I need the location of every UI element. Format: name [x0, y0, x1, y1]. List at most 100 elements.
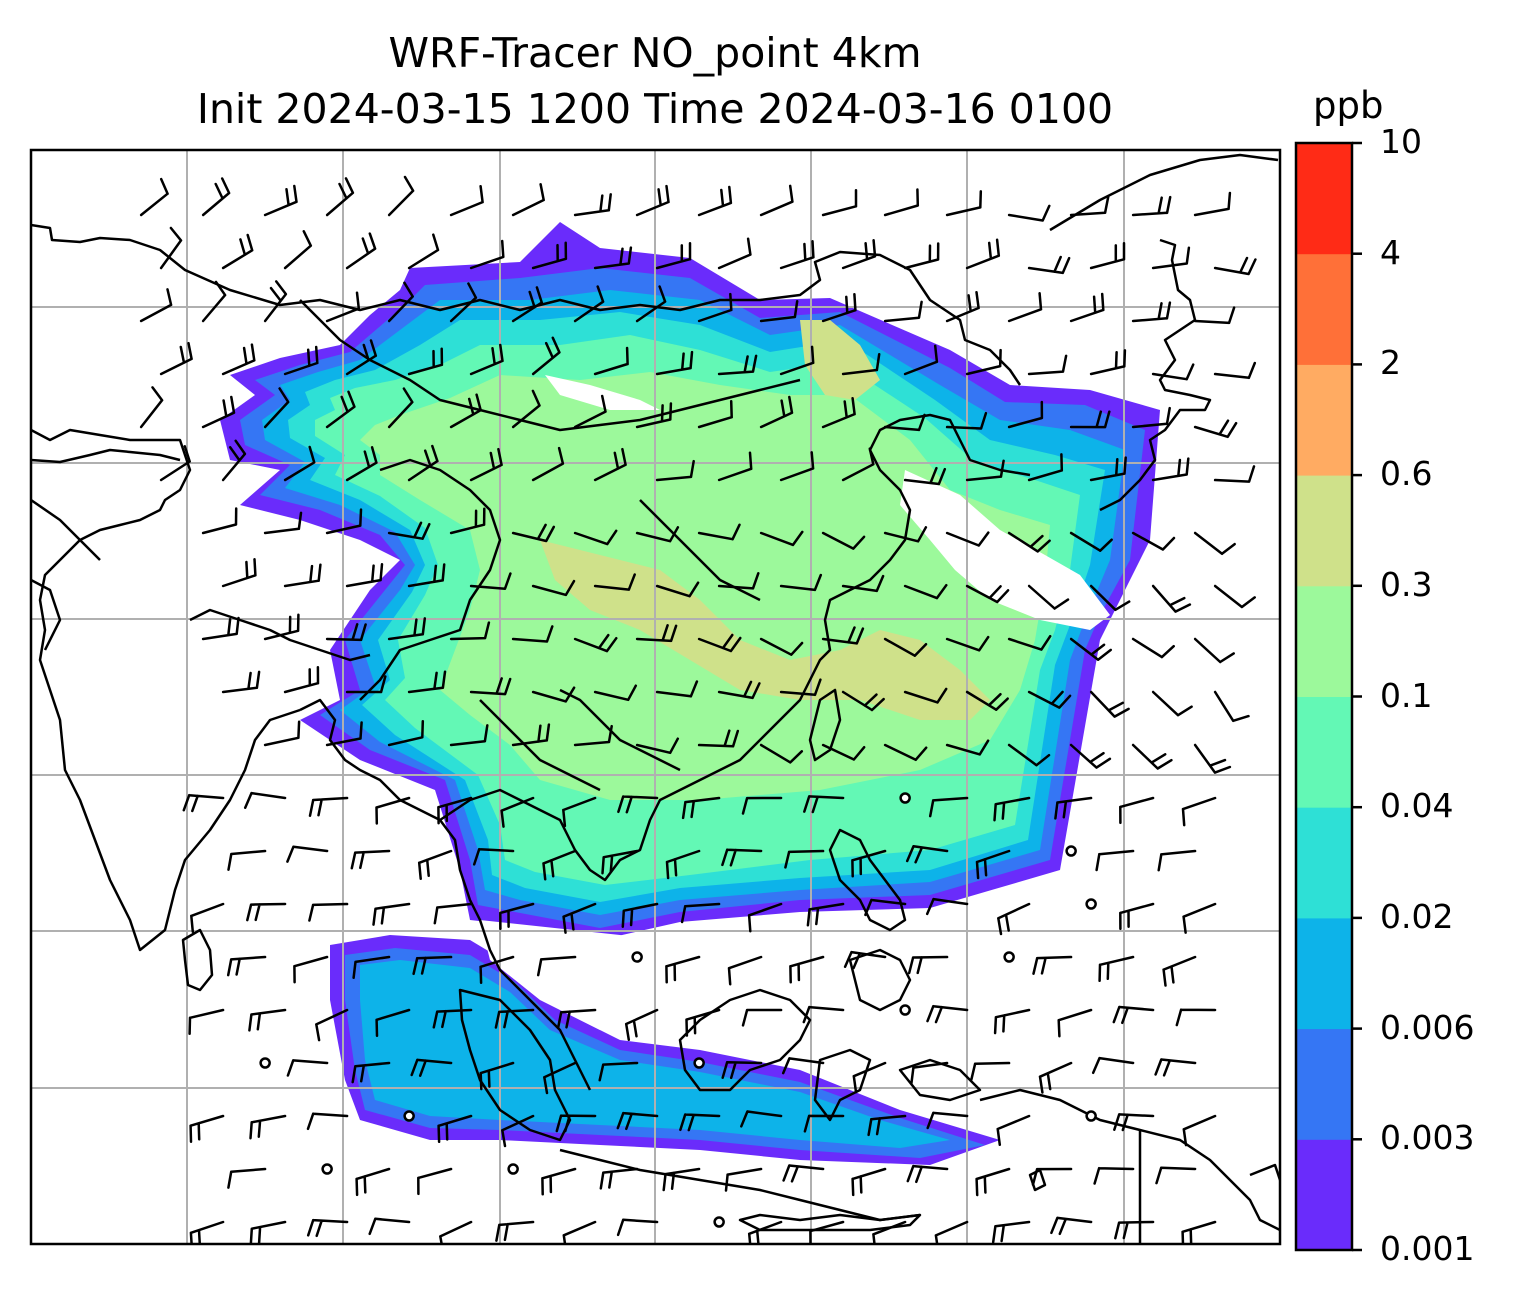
wind-barb — [345, 562, 384, 588]
wind-barb — [479, 955, 515, 985]
colorbar-segment — [1296, 807, 1352, 919]
wind-barb — [741, 1008, 783, 1027]
wind-barb — [851, 1167, 887, 1197]
calm-wind-circle — [693, 1057, 705, 1069]
wind-barb — [511, 723, 551, 747]
wind-barb — [536, 955, 577, 977]
wind-barb — [1027, 690, 1072, 709]
wind-barb — [407, 347, 444, 376]
wind-barb — [789, 955, 825, 984]
wind-barb — [841, 239, 877, 270]
wind-barb — [1213, 465, 1256, 483]
wind-barb — [1182, 1114, 1217, 1147]
graticule — [31, 150, 1280, 1244]
wind-barb — [263, 720, 301, 747]
wind-barb — [1151, 246, 1191, 270]
wind-barb — [449, 393, 482, 429]
wind-barb — [593, 573, 636, 591]
wind-barb — [759, 395, 794, 429]
wind-barb — [717, 354, 758, 376]
wind-barb — [1069, 743, 1112, 769]
wind-barb — [867, 1114, 907, 1137]
wind-barb — [851, 849, 887, 878]
colorbar-tick-label: 0.04 — [1380, 786, 1454, 826]
wind-barb — [665, 955, 701, 984]
calm-wind-circle — [403, 1110, 415, 1122]
wind-barb — [439, 1220, 473, 1244]
wind-barb — [243, 791, 287, 809]
wind-barb — [945, 290, 980, 323]
wind-barb — [616, 1218, 659, 1237]
wind-barb — [681, 796, 721, 820]
wind-barb — [531, 686, 576, 703]
colorbar-tick-label: 0.003 — [1380, 1118, 1475, 1158]
colorbar-tick-label: 2 — [1380, 343, 1401, 383]
wind-barb — [226, 955, 267, 977]
coastlines — [31, 153, 1280, 1244]
wind-barb — [883, 300, 923, 323]
wind-barb — [1181, 1220, 1217, 1244]
wind-barb — [1089, 242, 1126, 270]
wind-barb — [717, 237, 752, 270]
wind-barb — [697, 729, 740, 748]
wind-barb — [501, 1114, 535, 1148]
wind-barb — [821, 292, 857, 323]
wind-barb — [1131, 531, 1176, 551]
wind-barb — [781, 1057, 825, 1075]
wind-barb — [655, 581, 700, 598]
wind-barb — [821, 531, 866, 550]
wind-barb — [433, 902, 473, 925]
wind-barb — [1131, 406, 1171, 429]
wind-barb — [1027, 255, 1071, 275]
wind-barb — [617, 795, 659, 814]
wind-barb — [740, 1110, 783, 1128]
wind-barb — [759, 530, 804, 547]
wind-barb — [315, 1008, 349, 1042]
wind-barb — [779, 345, 815, 376]
calm-wind-circle — [1085, 1110, 1097, 1122]
map-frame — [29, 148, 1282, 1246]
wind-barb — [821, 397, 856, 429]
wind-barb — [841, 574, 885, 593]
wind-barb — [387, 175, 415, 217]
wind-barb — [1038, 1061, 1073, 1094]
wind-barb — [325, 721, 363, 747]
wind-barb — [139, 386, 164, 429]
wind-barb — [655, 350, 694, 376]
wind-barb — [221, 343, 256, 376]
wind-barb — [759, 184, 794, 217]
wind-barb — [283, 445, 316, 482]
wind-barb — [910, 1061, 949, 1085]
wind-barb — [1089, 584, 1131, 612]
wind-barb — [928, 796, 969, 818]
wind-barb — [306, 1112, 349, 1131]
wind-barb — [531, 336, 561, 376]
wind-barb — [1089, 456, 1127, 482]
wind-barb — [1007, 531, 1051, 553]
wind-barb — [1007, 204, 1051, 222]
wind-barb — [1069, 531, 1113, 552]
colorbar-tick-label: 0.006 — [1380, 1007, 1475, 1047]
wind-barb — [965, 348, 1002, 376]
wind-barb — [531, 241, 568, 270]
wind-barb — [1027, 354, 1068, 376]
wind-barb — [562, 796, 597, 828]
wind-barb — [841, 447, 875, 482]
map-area — [31, 150, 1280, 1244]
calm-wind-circle — [631, 951, 643, 963]
wind-barb — [432, 1008, 473, 1029]
wind-barb — [189, 1114, 225, 1143]
wind-barb — [965, 459, 1005, 482]
wind-barb — [965, 584, 1010, 604]
wind-barb — [1069, 292, 1105, 323]
wind-barb — [635, 184, 670, 217]
wind-barb — [541, 1167, 577, 1196]
wind-barb — [727, 955, 763, 986]
chart-subtitle: Init 2024-03-15 1200 Time 2024-03-16 010… — [196, 85, 1114, 133]
wind-barb — [293, 955, 329, 984]
wind-barb — [741, 796, 783, 815]
wind-barb — [1193, 743, 1232, 774]
wind-barb — [387, 521, 431, 540]
wind-barb — [925, 897, 969, 916]
wind-barb — [903, 583, 948, 600]
